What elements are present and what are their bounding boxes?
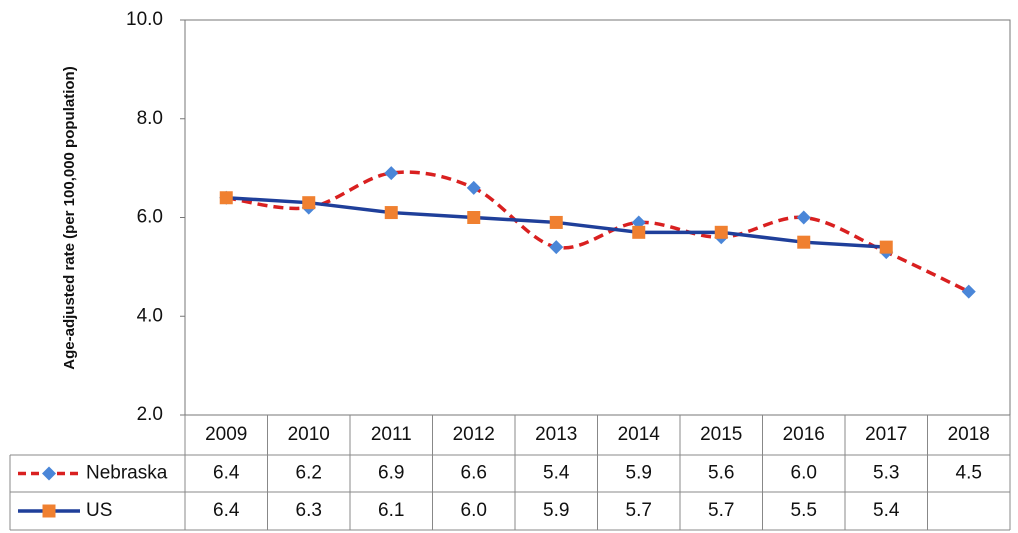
marker xyxy=(714,225,728,239)
x-tick-label: 2017 xyxy=(865,424,907,445)
table-value: 5.7 xyxy=(708,500,734,521)
marker xyxy=(302,196,316,210)
table-value: 6.0 xyxy=(791,463,817,484)
table-value: 4.5 xyxy=(956,463,982,484)
table-value: 6.4 xyxy=(213,463,240,484)
table-value: 6.0 xyxy=(461,500,487,521)
marker xyxy=(879,240,893,254)
marker xyxy=(549,240,564,255)
table-value: 5.3 xyxy=(873,463,899,484)
x-tick-label: 2014 xyxy=(618,424,661,445)
y-tick-label: 8.0 xyxy=(137,108,163,129)
table-value: 5.9 xyxy=(543,500,569,521)
table-value: 6.4 xyxy=(213,500,240,521)
legend-label: US xyxy=(86,500,112,521)
marker xyxy=(796,210,811,225)
y-tick-label: 10.0 xyxy=(126,9,163,30)
table-value: 6.9 xyxy=(378,463,404,484)
plot-area xyxy=(184,19,1011,416)
x-tick-label: 2009 xyxy=(205,424,247,445)
series-line xyxy=(226,170,970,294)
x-tick-label: 2018 xyxy=(948,424,990,445)
marker xyxy=(961,284,976,299)
table-value: 5.6 xyxy=(708,463,734,484)
marker xyxy=(632,225,646,239)
table-value: 6.3 xyxy=(296,500,322,521)
table-value: 6.1 xyxy=(378,500,404,521)
y-tick-label: 6.0 xyxy=(137,207,163,228)
x-tick-label: 2015 xyxy=(700,424,742,445)
table-value: 5.5 xyxy=(791,500,817,521)
marker xyxy=(797,235,811,249)
x-tick-label: 2012 xyxy=(453,424,495,445)
table-value: 5.4 xyxy=(543,463,570,484)
table-value: 5.7 xyxy=(626,500,652,521)
marker xyxy=(384,206,398,220)
marker xyxy=(467,211,481,224)
legend-marker xyxy=(42,504,56,518)
marker xyxy=(549,215,563,229)
x-tick-label: 2011 xyxy=(371,424,412,445)
table-value: 5.4 xyxy=(873,500,900,521)
x-tick-label: 2013 xyxy=(535,424,577,445)
x-tick-label: 2016 xyxy=(783,424,825,445)
y-axis-label: Age-adjusted rate (per 100,000 populatio… xyxy=(61,66,78,369)
legend-label: Nebraska xyxy=(86,463,168,484)
legend-marker xyxy=(42,466,56,481)
y-tick-label: 4.0 xyxy=(137,305,163,326)
marker xyxy=(466,180,481,195)
y-tick-label: 2.0 xyxy=(137,404,163,425)
marker xyxy=(219,191,233,205)
marker xyxy=(384,166,399,181)
table-value: 5.9 xyxy=(626,463,652,484)
table-value: 6.2 xyxy=(296,463,322,484)
x-tick-label: 2010 xyxy=(288,424,330,445)
table-value: 6.6 xyxy=(461,463,487,484)
